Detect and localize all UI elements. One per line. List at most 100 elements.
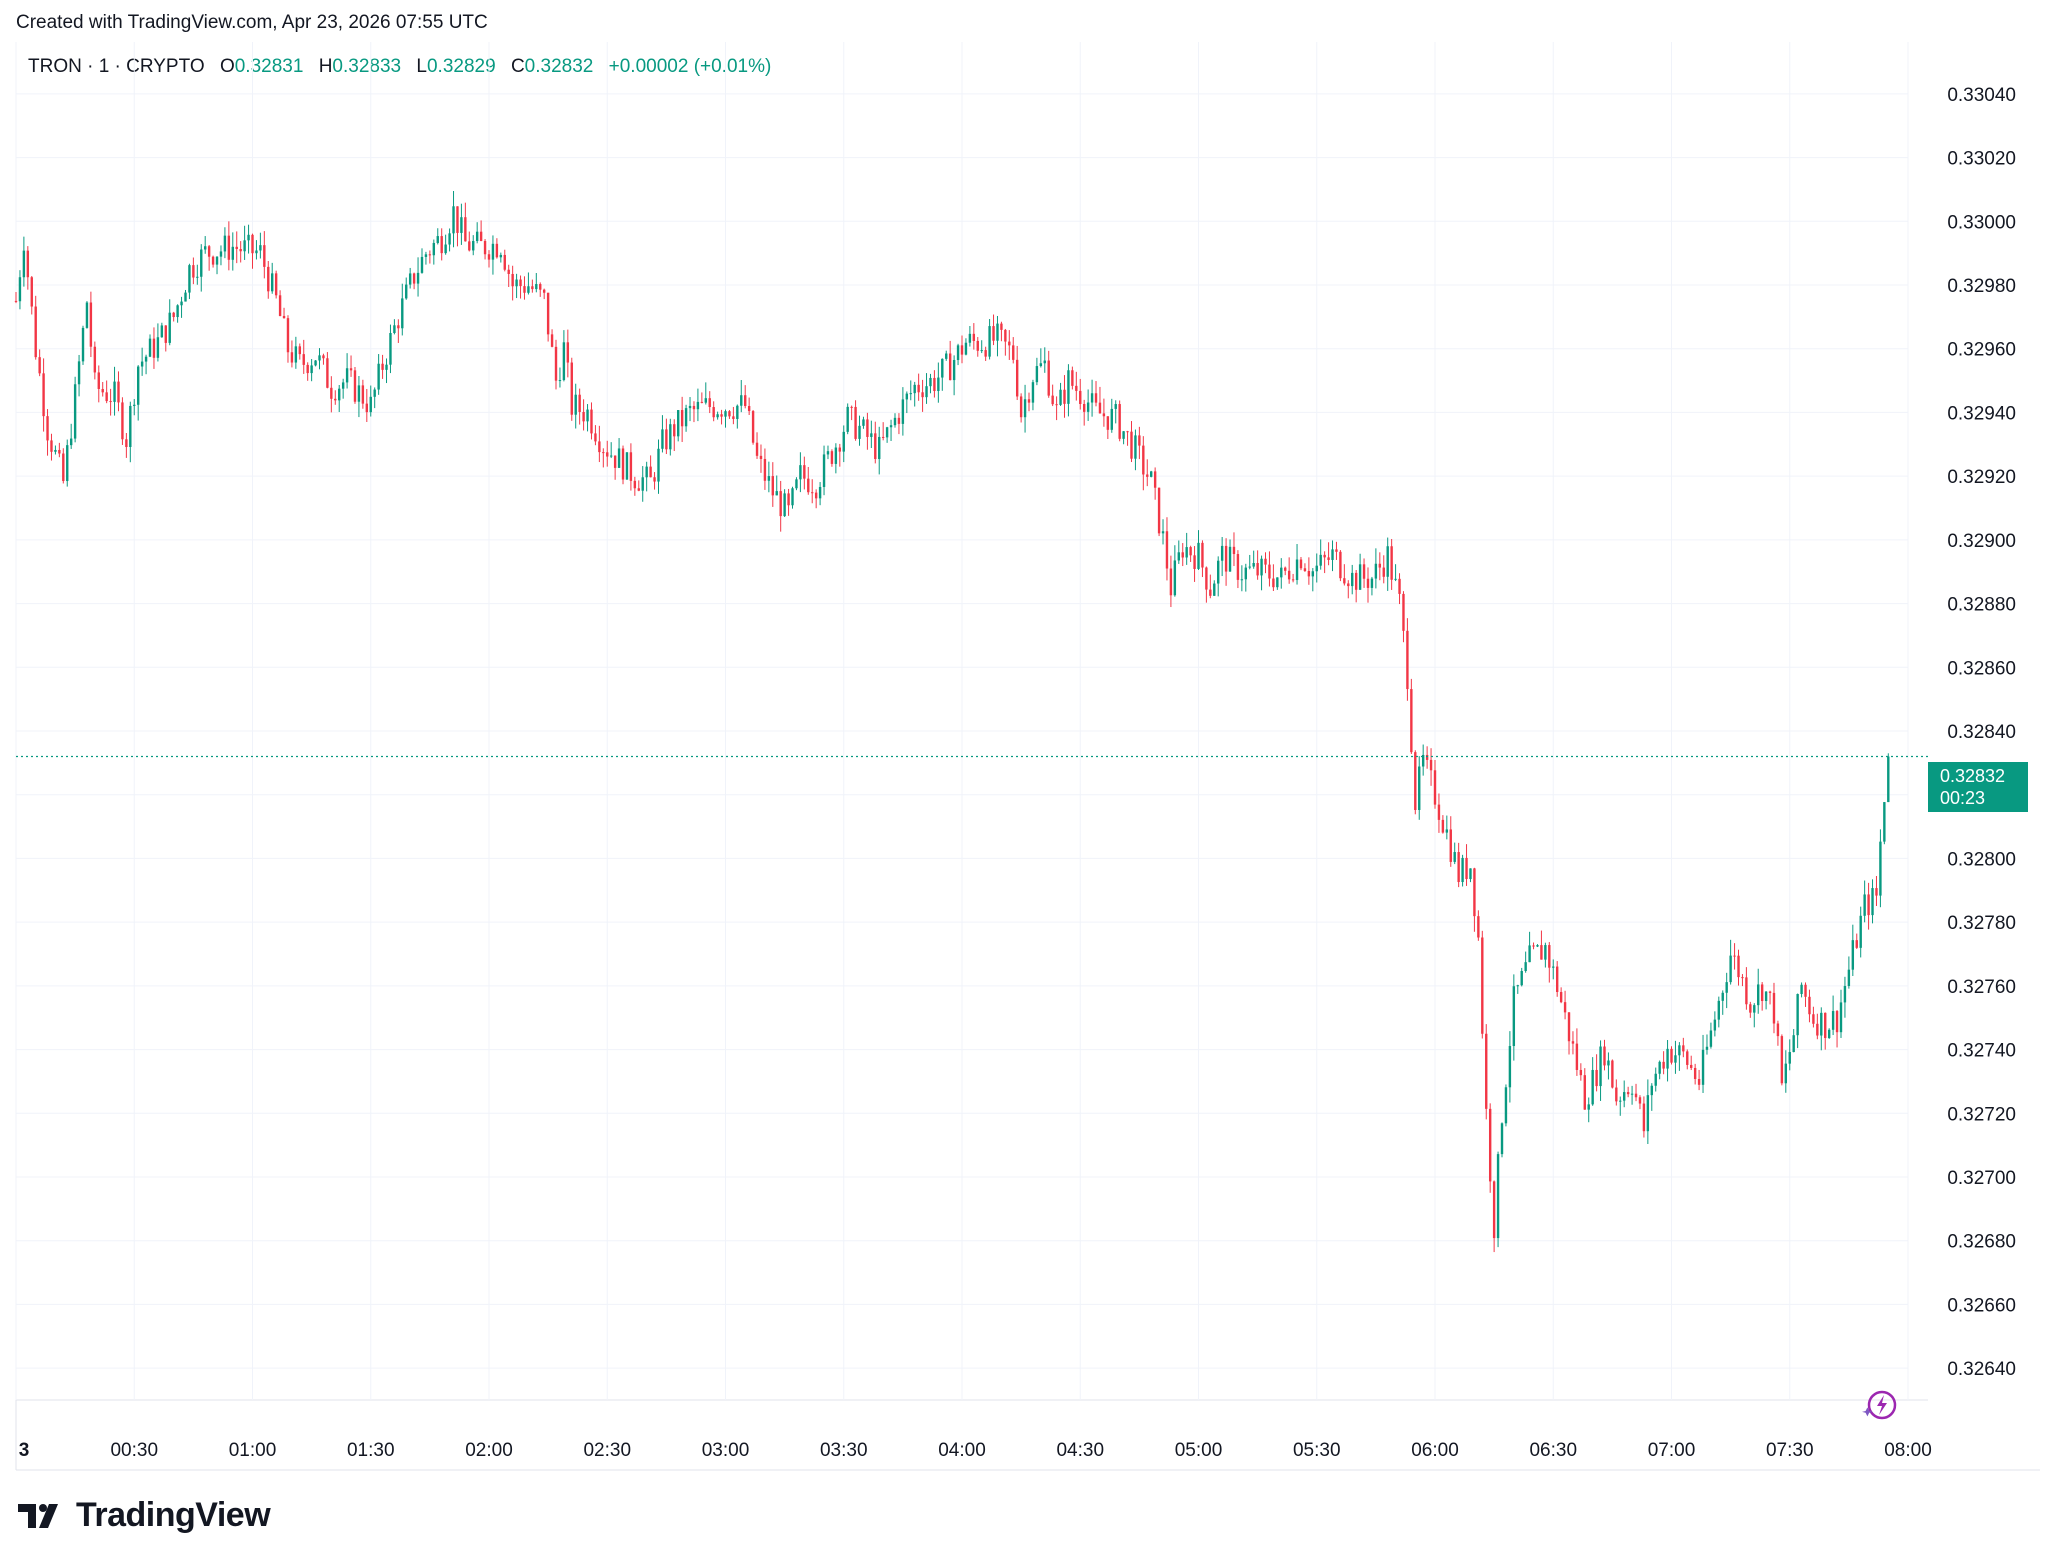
candle-body (811, 492, 814, 494)
candle-body (1272, 578, 1275, 588)
candle-body (125, 439, 128, 447)
time-axis-label: 05:00 (1175, 1440, 1223, 1461)
candle-body (1220, 545, 1224, 561)
candle-body (948, 353, 952, 381)
candle-body (740, 395, 743, 406)
price-axis-label: 0.33020 (1947, 149, 2016, 170)
candle-body (239, 249, 242, 252)
candle-body (1110, 408, 1113, 430)
candle-body (440, 236, 443, 254)
candle-body (105, 392, 108, 402)
candle-body (515, 279, 518, 287)
candle-body (1445, 829, 1449, 833)
time-axis-label: 03:00 (702, 1440, 750, 1461)
time-axis-label: 02:30 (583, 1440, 631, 1461)
candle-body (996, 323, 999, 341)
candle-body (602, 452, 605, 454)
candle-body (109, 401, 112, 403)
candle-body (1039, 363, 1043, 367)
candle-body (925, 386, 928, 398)
candle-body (1327, 557, 1330, 560)
candle-body (984, 350, 987, 357)
candle-body (77, 361, 81, 385)
price-axis-label: 0.32720 (1947, 1104, 2016, 1125)
candle-body (1461, 857, 1464, 883)
candle-body (941, 358, 944, 378)
time-axis-label: 01:30 (347, 1440, 395, 1461)
candle-body (1520, 970, 1523, 986)
candle-body (866, 419, 869, 437)
open-label: O (219, 56, 235, 77)
candle-body (1465, 857, 1468, 880)
candle-body (66, 445, 69, 482)
candle-body (1299, 559, 1303, 569)
candle-body (1098, 402, 1102, 414)
candle-body (1082, 403, 1086, 412)
price-axis-label: 0.32940 (1947, 403, 2016, 424)
candle-body (1579, 1069, 1583, 1076)
price-axis-label: 0.33000 (1947, 212, 2016, 233)
candle-body (724, 411, 727, 417)
candle-body (188, 265, 191, 293)
candle-body (586, 409, 589, 422)
low-value: 0.32829 (426, 56, 496, 77)
candle-body (263, 245, 266, 267)
candle-body (566, 342, 570, 363)
candle-body (759, 455, 763, 459)
candle-body (613, 455, 617, 468)
candle-body (558, 380, 562, 382)
candle-body (1646, 1095, 1650, 1132)
candle-body (582, 411, 585, 422)
candle-body (1595, 1069, 1598, 1087)
candle-body (1177, 552, 1180, 561)
candle-body (830, 451, 834, 464)
candle-body (1481, 937, 1484, 1034)
candle-body (385, 364, 388, 370)
candle-body (826, 451, 830, 455)
candle-body (1102, 413, 1106, 417)
candle-body (1780, 1036, 1784, 1084)
time-axis-label: 07:00 (1648, 1440, 1696, 1461)
candle-body (1114, 404, 1117, 409)
candle-body (424, 254, 428, 257)
candle-body (1737, 955, 1740, 978)
candle-body (783, 493, 786, 517)
candle-body (889, 425, 893, 428)
candle-body (574, 394, 577, 415)
candle-body (708, 398, 711, 408)
time-axis-label: 06:30 (1529, 1440, 1577, 1461)
candle-body (1678, 1045, 1681, 1056)
candle-body (1855, 940, 1858, 948)
candle-body (215, 256, 219, 265)
candle-body (1142, 445, 1145, 475)
candle-body (408, 273, 412, 285)
candle-body (1015, 359, 1019, 397)
last-price-tag: 0.32832 00:23 (1928, 762, 2028, 812)
candle-body (1232, 546, 1236, 555)
candle-body (1768, 991, 1772, 993)
candle-body (1626, 1092, 1630, 1095)
candle-body (365, 403, 369, 413)
price-axis-label: 0.33040 (1947, 85, 2016, 106)
price-axis-label: 0.32840 (1947, 722, 2016, 743)
time-axis-label: 04:30 (1056, 1440, 1104, 1461)
candle-body (1402, 593, 1405, 631)
candle-body (1804, 984, 1807, 997)
candle-body (874, 433, 877, 460)
candle-body (483, 240, 487, 255)
lightning-icon[interactable] (1862, 1388, 1898, 1424)
candle-body (164, 325, 167, 343)
candle-body (247, 234, 250, 241)
candle-body (1544, 945, 1547, 960)
candle-body (46, 416, 49, 441)
candle-body (606, 452, 609, 457)
candle-body (1378, 563, 1382, 568)
candle-body (1335, 549, 1338, 552)
candle-body (1138, 435, 1141, 446)
candle-body (1347, 583, 1350, 587)
candle-body (1654, 1073, 1657, 1086)
candle-body (1670, 1048, 1673, 1063)
candle-body (1441, 819, 1445, 833)
candle-body (1189, 547, 1192, 556)
